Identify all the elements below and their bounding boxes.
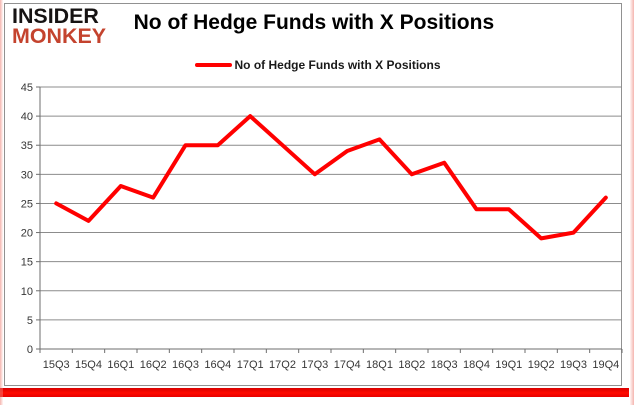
left-edge-glow [0,0,3,405]
svg-text:15Q3: 15Q3 [43,359,70,371]
svg-text:30: 30 [21,169,33,181]
logo-insider-text: INSIDER [12,5,99,28]
svg-text:19Q2: 19Q2 [528,359,555,371]
svg-text:18Q4: 18Q4 [463,359,490,371]
svg-text:16Q3: 16Q3 [172,359,199,371]
legend: No of Hedge Funds with X Positions [194,58,441,72]
svg-text:19Q1: 19Q1 [495,359,522,371]
svg-text:40: 40 [21,111,33,123]
svg-text:5: 5 [27,315,33,327]
legend-label: No of Hedge Funds with X Positions [234,58,441,72]
svg-text:10: 10 [21,286,33,298]
logo-monkey-text: MONKEY [12,24,107,48]
svg-text:16Q2: 16Q2 [140,359,167,371]
svg-text:15: 15 [21,257,33,269]
chart-title: No of Hedge Funds with X Positions [133,11,495,34]
svg-text:0: 0 [27,344,33,356]
right-edge-glow [630,0,634,405]
svg-text:18Q2: 18Q2 [398,359,425,371]
svg-text:17Q3: 17Q3 [301,359,328,371]
svg-text:18Q3: 18Q3 [431,359,458,371]
svg-text:19Q4: 19Q4 [592,359,619,371]
bottom-red-bar [0,388,629,397]
svg-text:16Q1: 16Q1 [107,359,134,371]
svg-text:45: 45 [21,82,33,94]
svg-text:19Q3: 19Q3 [560,359,587,371]
svg-text:17Q2: 17Q2 [269,359,296,371]
svg-text:35: 35 [21,140,33,152]
svg-text:17Q1: 17Q1 [237,359,264,371]
insider-monkey-logo: INSIDER MONKEY [12,5,107,48]
svg-text:17Q4: 17Q4 [334,359,361,371]
chart-card [4,3,622,386]
svg-text:15Q4: 15Q4 [75,359,102,371]
svg-text:18Q1: 18Q1 [366,359,393,371]
legend-line-swatch [194,63,232,67]
svg-text:25: 25 [21,198,33,210]
svg-text:20: 20 [21,228,33,240]
svg-text:16Q4: 16Q4 [204,359,231,371]
